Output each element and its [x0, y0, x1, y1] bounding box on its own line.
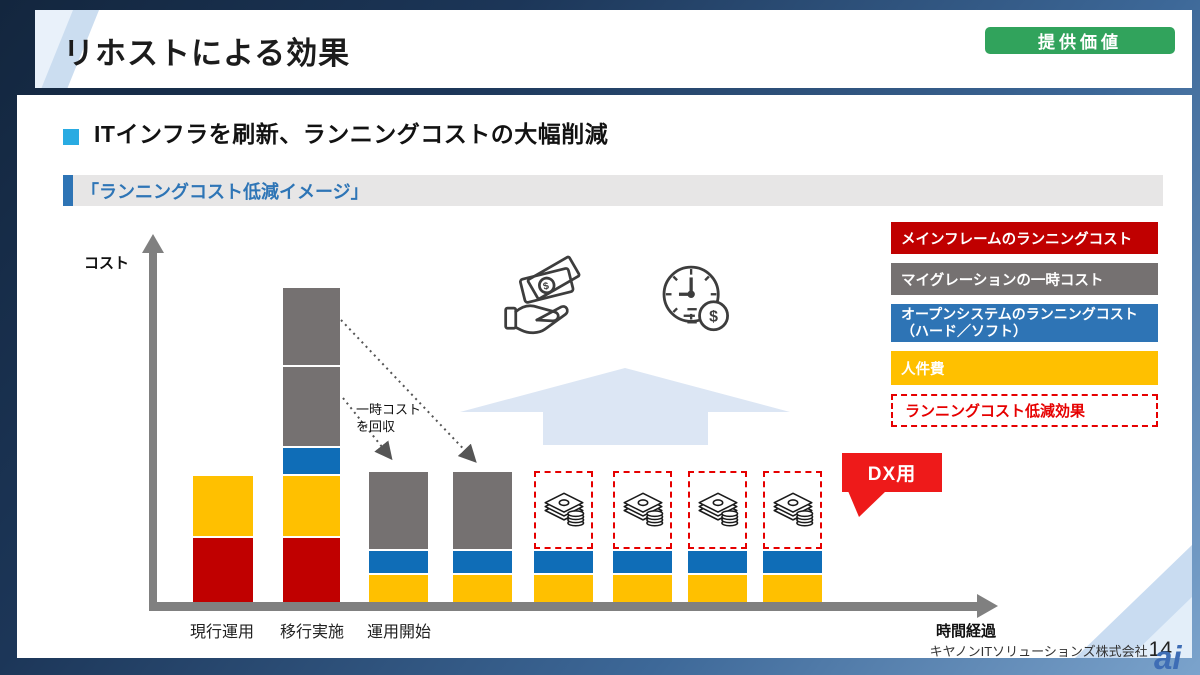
bar-segment-yellow	[688, 575, 747, 602]
bar-segment-red	[283, 538, 340, 602]
bar-segment-gray	[369, 472, 428, 549]
recoup-annotation: 一時コスト を回収	[356, 402, 422, 434]
x-axis-label: 時間経過	[936, 623, 997, 640]
bar-segment-yellow	[193, 476, 253, 536]
bar-segment-yellow	[283, 476, 340, 536]
bar-segment-yellow	[453, 575, 512, 602]
section-header-label: 「ランニングコスト低減イメージ」	[81, 181, 369, 202]
y-axis	[149, 252, 157, 611]
bar-segment-yellow	[534, 575, 593, 602]
slide-heading: ITインフラを刷新、ランニングコストの大幅削減	[94, 121, 609, 147]
clock-dollar-icon: $	[662, 265, 729, 332]
money-stack-icon	[697, 492, 738, 527]
bar-segment-gray	[453, 472, 512, 549]
x-tick-label: 運用開始	[366, 624, 431, 641]
legend-item-gray: マイグレーションの一時コスト	[891, 263, 1158, 295]
footer: キヤノンITソリューションズ株式会社 14	[930, 638, 1172, 662]
legend-item-red: メインフレームのランニングコスト	[891, 222, 1158, 254]
bar-segment-blue	[453, 551, 512, 573]
dx-callout-bubble: DX用	[842, 453, 942, 492]
y-axis-label: コスト	[84, 255, 130, 272]
x-axis	[149, 602, 978, 611]
bar-segment-gray	[283, 288, 340, 365]
money-stack-icon	[543, 492, 584, 527]
legend-item-yellow: 人件費	[891, 351, 1158, 385]
value-badge: 提供価値	[985, 27, 1175, 54]
x-axis-arrowhead-icon	[977, 594, 998, 618]
bar-segment-blue	[613, 551, 672, 573]
bar-segment-gray	[283, 367, 340, 446]
bar-segment-blue	[534, 551, 593, 573]
bar-segment-blue	[688, 551, 747, 573]
section-header: 「ランニングコスト低減イメージ」	[63, 175, 1163, 206]
legend: メインフレームのランニングコスト マイグレーションの一時コストオープンシステムのラ…	[891, 222, 1158, 436]
bar-segment-yellow	[369, 575, 428, 602]
dx-reserved-box	[613, 471, 672, 549]
bar-segment-blue	[763, 551, 822, 573]
bullet-square-icon	[63, 129, 79, 145]
legend-item-dashed: ランニングコスト低減効果	[891, 394, 1158, 427]
dx-reserved-box	[688, 471, 747, 549]
bar-segment-blue	[283, 448, 340, 474]
bar-segment-blue	[369, 551, 428, 573]
bar-segment-red	[193, 538, 253, 602]
bar-segment-yellow	[613, 575, 672, 602]
dx-reserved-box	[763, 471, 822, 549]
money-stack-icon	[772, 492, 813, 527]
svg-text:$: $	[709, 308, 718, 325]
dx-reserved-box	[534, 471, 593, 549]
x-tick-label: 移行実施	[279, 624, 344, 641]
bar-segment-yellow	[763, 575, 822, 602]
legend-item-blue: オープンシステムのランニングコスト （ハード／ソフト）	[891, 304, 1158, 342]
svg-text:$: $	[542, 281, 550, 293]
x-tick-label: 現行運用	[189, 624, 254, 641]
site-watermark-logo: ai	[1154, 639, 1182, 675]
y-axis-arrowhead-icon	[142, 234, 164, 253]
hand-receiving-money-icon: $	[504, 255, 581, 335]
company-name: キヤノンITソリューションズ株式会社	[929, 644, 1148, 659]
money-stack-icon	[622, 492, 663, 527]
page-title: リホストによる効果	[63, 36, 351, 71]
